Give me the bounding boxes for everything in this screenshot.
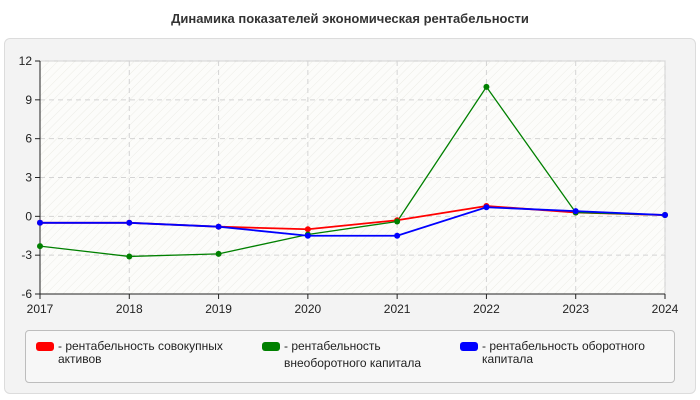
data-point-2: [126, 253, 133, 260]
data-point-1: [304, 226, 311, 233]
series-line-2: [39, 85, 666, 258]
x-tick-label: 2017: [27, 302, 54, 316]
legend-swatch-blue: [460, 342, 478, 351]
data-point-3: [215, 223, 222, 230]
data-point-3: [572, 208, 579, 215]
data-point-3: [304, 232, 311, 239]
chart-title: Динамика показателей экономическая рента…: [171, 11, 529, 26]
x-tick-label: 2019: [205, 302, 232, 316]
y-tick-label: 3: [25, 171, 32, 185]
y-tick-label: -6: [21, 287, 32, 301]
series-layer: [37, 83, 668, 260]
legend: - рентабельность совокупных активов - ре…: [25, 330, 675, 383]
x-tick-label: 2020: [295, 302, 322, 316]
legend-label-line: - рентабельность оборотного: [482, 339, 645, 353]
data-point-3: [662, 212, 668, 219]
plot-area: [39, 60, 666, 295]
legend-label-line: капитала: [482, 352, 534, 366]
data-point-2: [483, 83, 490, 90]
data-point-2: [215, 250, 222, 257]
legend-label-line: активов: [58, 352, 102, 366]
legend-swatch-green: [262, 342, 280, 351]
x-tick-label: 2022: [473, 302, 500, 316]
data-point-2: [394, 218, 401, 225]
data-point-3: [126, 219, 133, 226]
y-tick-label: 12: [19, 54, 33, 68]
legend-label-line: внеоборотного капитала: [284, 356, 421, 370]
data-point-3: [483, 204, 490, 211]
y-tick-label: -3: [21, 248, 32, 262]
x-tick-label: 2024: [652, 302, 679, 316]
x-tick-label: 2023: [562, 302, 589, 316]
series-line-3: [40, 206, 666, 237]
y-tick-label: 6: [25, 132, 32, 146]
data-point-3: [394, 232, 401, 239]
x-tick-label: 2018: [116, 302, 143, 316]
axes: [35, 60, 666, 299]
y-tick-label: 0: [25, 209, 32, 223]
legend-swatch-red: [36, 342, 54, 351]
x-tick-label: 2021: [384, 302, 411, 316]
data-point-3: [37, 219, 43, 226]
y-tick-label: 9: [25, 93, 32, 107]
legend-label-line: - рентабельность: [284, 339, 381, 353]
data-point-2: [37, 243, 43, 250]
legend-label-line: - рентабельность совокупных: [58, 339, 223, 353]
